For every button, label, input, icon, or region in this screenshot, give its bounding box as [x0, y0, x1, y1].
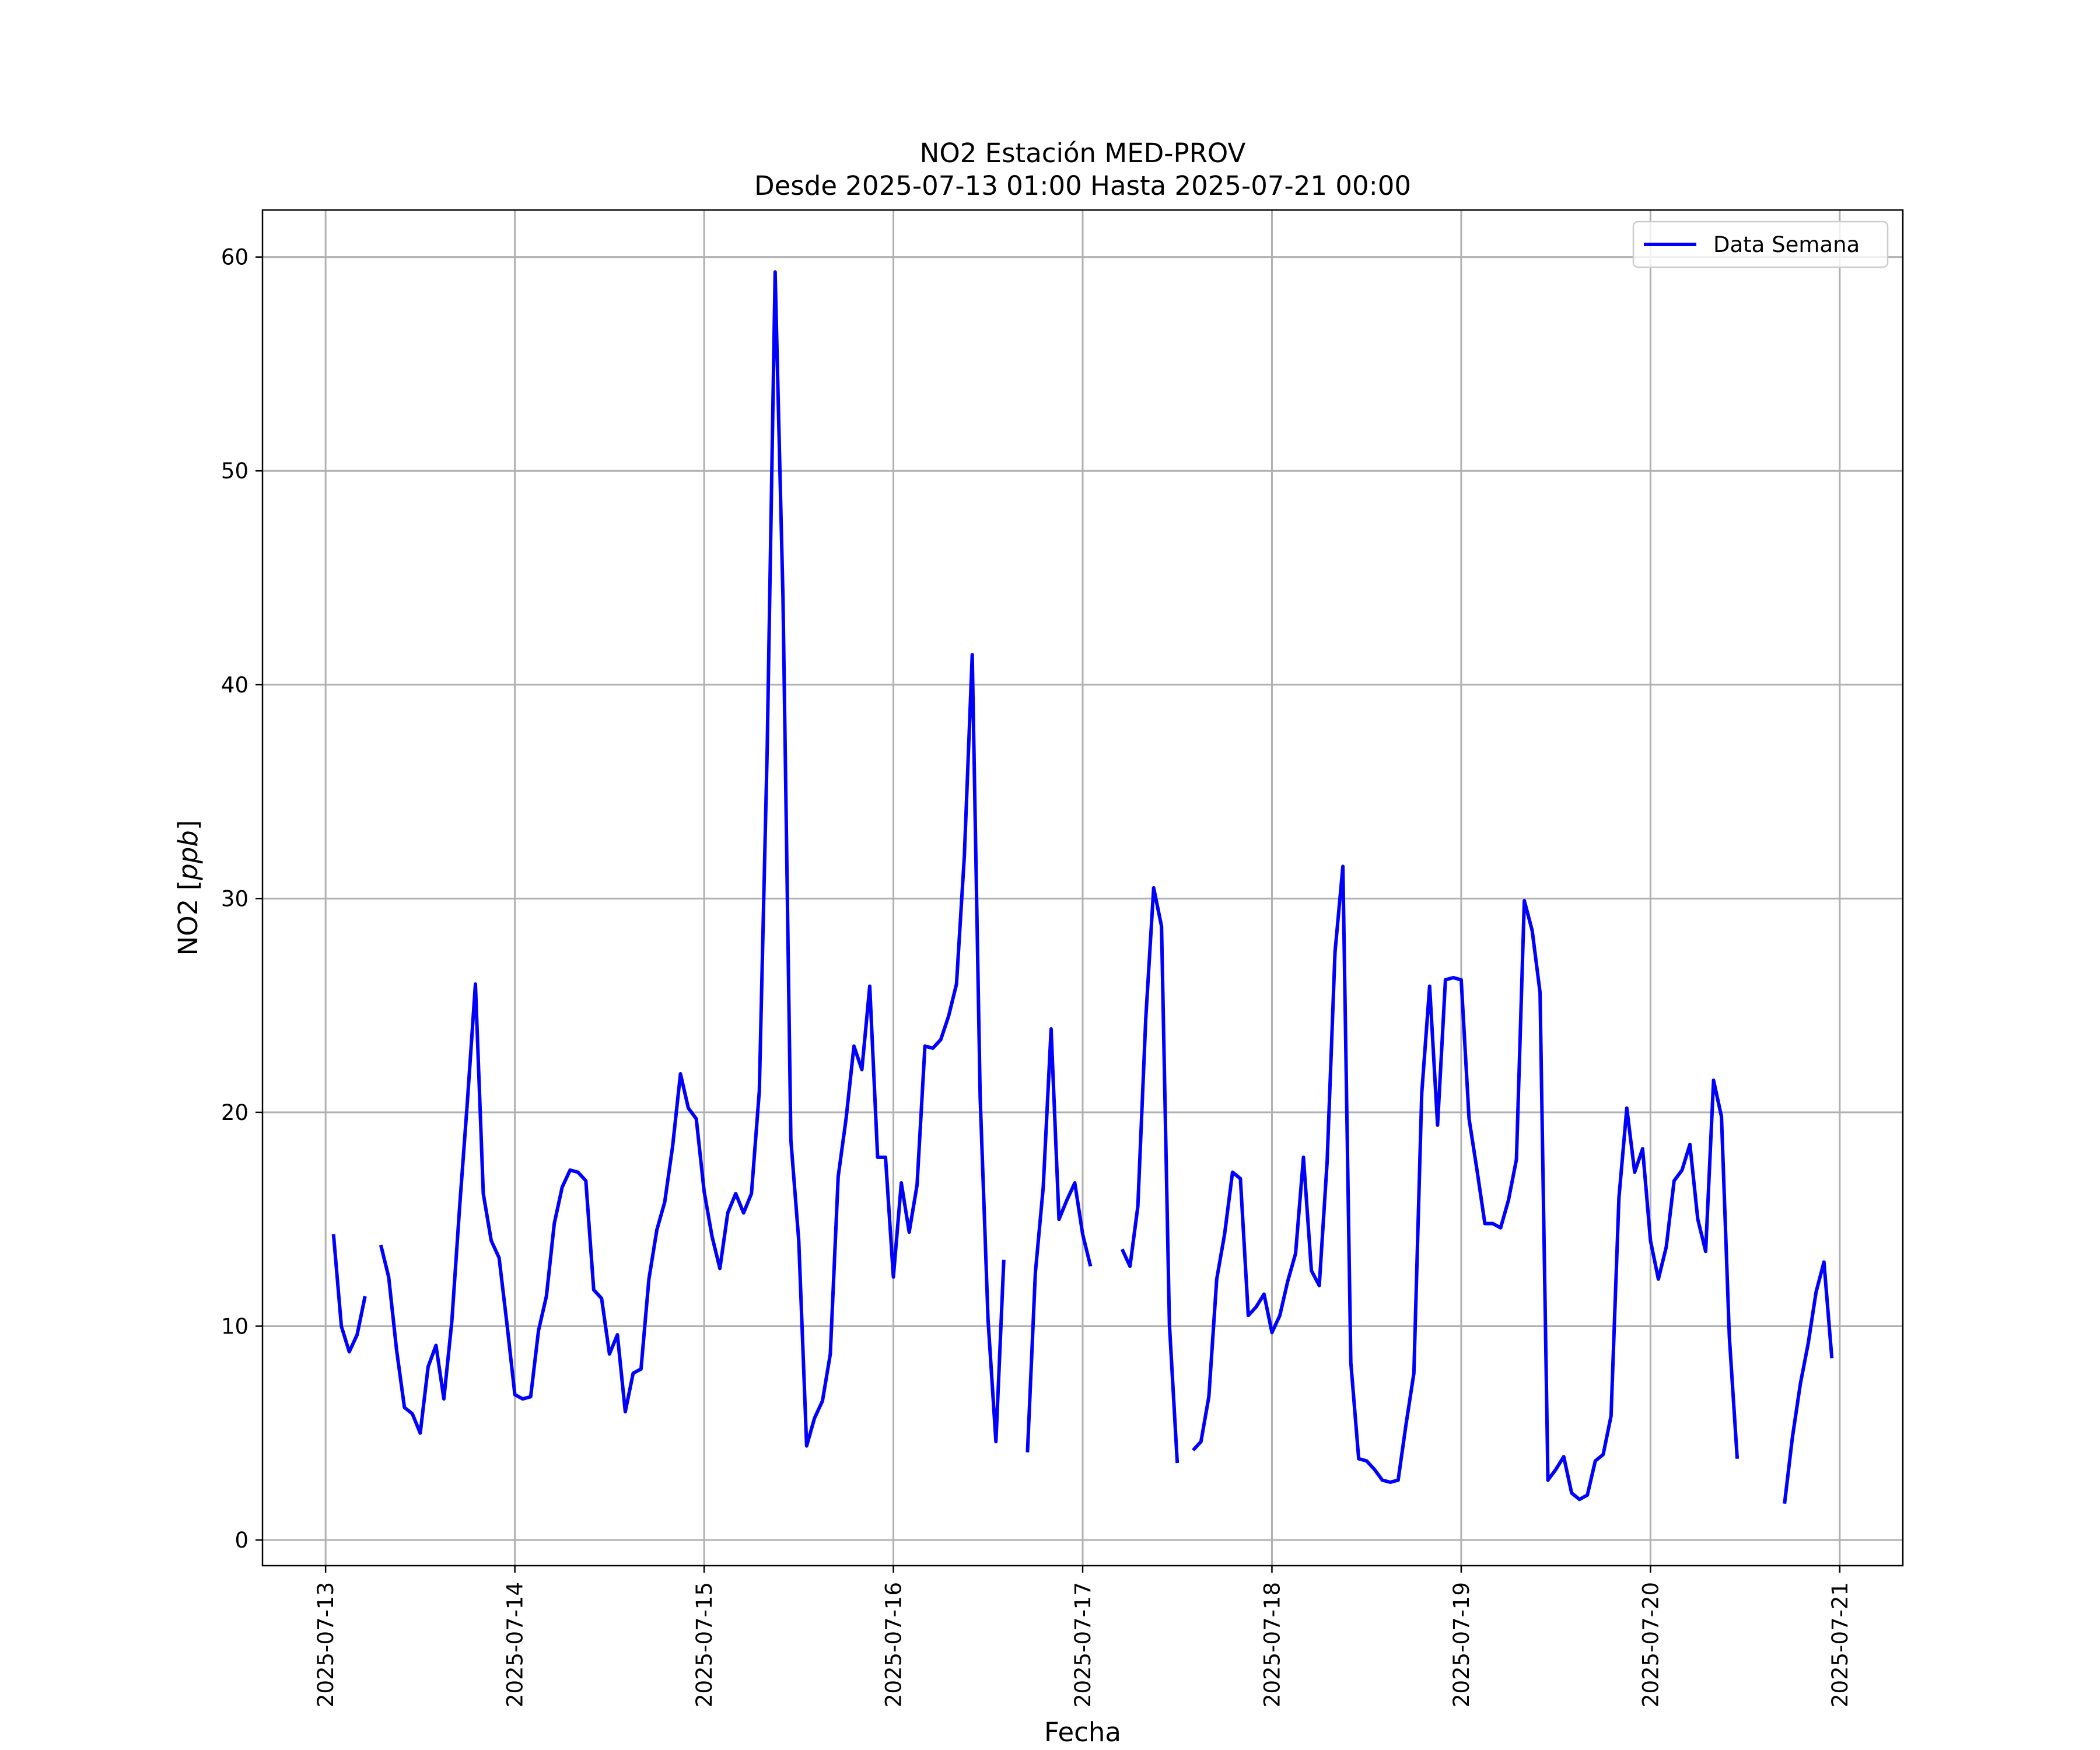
y-tick-label: 20	[221, 1100, 249, 1125]
x-tick-label: 2025-07-13	[313, 1582, 338, 1707]
x-tick-label: 2025-07-21	[1828, 1582, 1853, 1707]
legend-box	[1632, 220, 1889, 268]
y-axis-label-unit: ppb	[173, 830, 204, 881]
axis-ticks: 2025-07-13 2025-07-14 2025-07-15 2025-07-16…	[221, 245, 1853, 1707]
x-tick-label: 2025-07-19	[1449, 1582, 1474, 1707]
y-tick-label: 60	[221, 245, 249, 270]
series-data-semana-segment	[1192, 864, 1740, 1502]
chart-subtitle: Desde 2025-07-13 01:00 Hasta 2025-07-21 …	[754, 170, 1411, 201]
y-tick-label: 30	[221, 886, 249, 911]
chart-title: NO2 Estación MED-PROV	[920, 138, 1246, 169]
x-tick-label: 2025-07-16	[881, 1582, 907, 1707]
y-tick-label: 50	[221, 459, 249, 484]
x-tick-label: 2025-07-14	[503, 1582, 528, 1707]
series-data-semana-segment	[1783, 1260, 1834, 1504]
grid	[262, 210, 1903, 1566]
x-tick-label: 2025-07-20	[1638, 1582, 1663, 1707]
x-axis-label: Fecha	[1044, 1717, 1121, 1748]
y-axis-label-text: NO2 [	[173, 880, 204, 956]
x-tick-label: 2025-07-18	[1259, 1582, 1284, 1707]
y-axis-label-close: ]	[173, 820, 204, 831]
y-tick-label: 10	[221, 1314, 249, 1339]
series-data-semana-segment	[379, 270, 1006, 1448]
legend-label-data-semana: Data Semana	[1713, 232, 1860, 257]
series-layer	[331, 270, 1834, 1504]
y-axis-label: NO2 [ppb]	[173, 820, 204, 956]
x-tick-label: 2025-07-15	[692, 1582, 717, 1707]
series-data-semana-segment	[1026, 1027, 1093, 1452]
x-tick-label: 2025-07-17	[1070, 1582, 1096, 1707]
series-data-semana-segment	[331, 1234, 367, 1354]
y-tick-label: 40	[221, 673, 249, 698]
legend: Data Semana	[1632, 220, 1889, 268]
series-data-semana-segment	[1120, 886, 1180, 1464]
y-tick-label: 0	[235, 1528, 249, 1553]
